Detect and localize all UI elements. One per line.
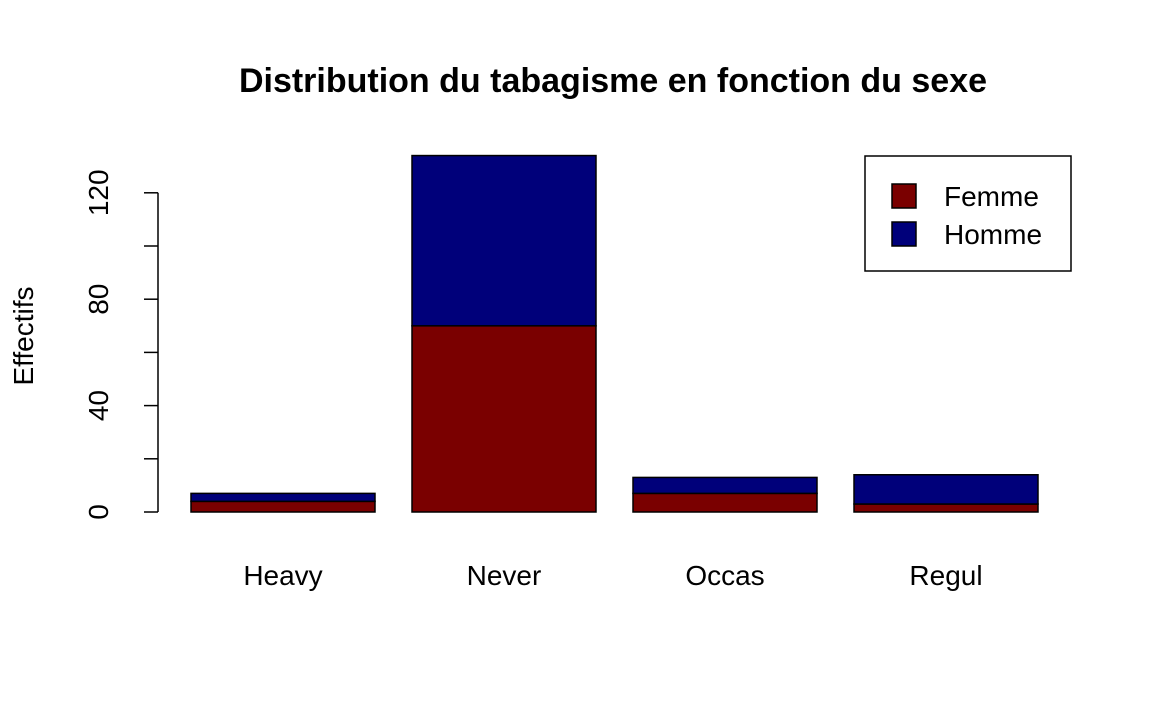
y-tick-label: 0 [83,504,114,520]
bar-regul-femme [853,503,1039,513]
y-tick-label: 40 [83,390,114,421]
legend-box [864,155,1072,272]
bar-regul-homme [853,474,1039,505]
legend: Femme Homme [864,155,1072,272]
y-axis: 0 40 80 120 [83,169,159,520]
x-category-label: Occas [685,560,764,591]
x-category-label: Heavy [243,560,322,591]
bar-occas-homme [632,476,818,495]
x-category-label: Never [467,560,542,591]
legend-label-homme: Homme [944,219,1042,250]
bar-occas-femme [632,492,818,513]
bar-heavy-femme [190,500,376,513]
chart-title: Distribution du tabagisme en fonction du… [239,62,987,100]
bars [190,154,1039,513]
x-axis-labels: Heavy Never Occas Regul [243,560,982,591]
y-axis-title: Effectifs [8,286,39,385]
legend-swatch-femme [891,183,917,209]
bar-never-homme [411,154,597,327]
legend-label-femme: Femme [944,181,1039,212]
bar-never-femme [411,325,597,513]
x-category-label: Regul [909,560,982,591]
y-tick-label: 80 [83,284,114,315]
y-tick-label: 120 [83,169,114,216]
legend-swatch-homme [891,221,917,247]
bar-heavy-homme [190,492,376,503]
